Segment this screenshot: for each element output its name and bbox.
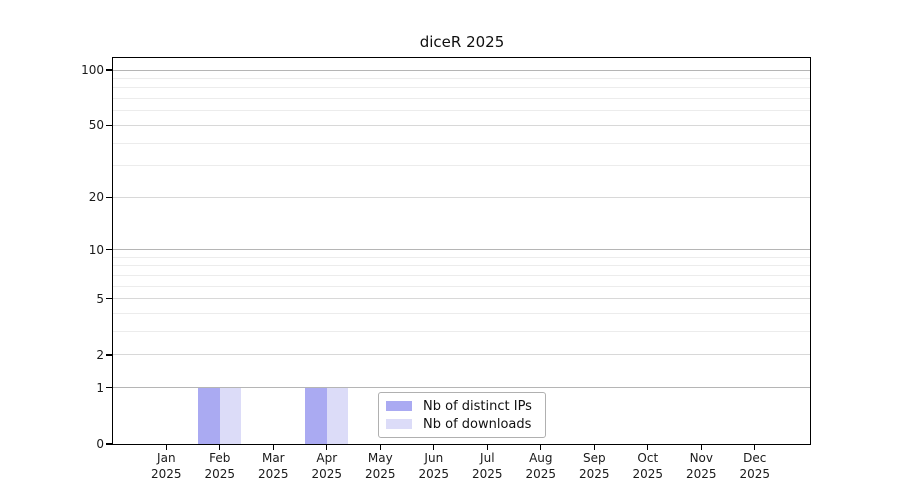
- gridline-minor-y-40: [113, 142, 811, 144]
- x-tick-label-oct: Oct 2025: [632, 451, 664, 481]
- x-tick-label-nov: Nov 2025: [686, 451, 717, 481]
- x-tick: [165, 444, 167, 450]
- gridline-minor-y-4: [113, 313, 811, 315]
- x-tick: [326, 444, 328, 450]
- y-tick: [106, 387, 113, 389]
- gridline-minor-y-80: [113, 87, 811, 89]
- legend-item: Nb of downloads: [386, 415, 537, 433]
- y-tick-label: 5: [96, 291, 104, 306]
- gridline-minor-y-90: [113, 77, 811, 79]
- legend-swatch-downloads-icon: [386, 419, 412, 429]
- gridline-y-5: [113, 298, 811, 300]
- legend-item: Nb of distinct IPs: [386, 397, 537, 415]
- x-tick-label-apr: Apr 2025: [311, 451, 343, 481]
- y-tick: [106, 69, 113, 71]
- gridline-minor-y-8: [113, 265, 811, 267]
- y-tick: [106, 443, 113, 445]
- gridline-y-10: [113, 249, 811, 251]
- gridline-minor-y-60: [113, 110, 811, 112]
- x-tick: [754, 444, 756, 450]
- gridline-minor-y-30: [113, 165, 811, 167]
- bar-nb-of-distinct-ips-apr: [305, 387, 327, 444]
- y-tick-label: 100: [81, 63, 104, 77]
- x-tick: [219, 444, 221, 450]
- legend-label-distinct-ips: Nb of distinct IPs: [423, 398, 532, 414]
- y-tick: [106, 298, 113, 300]
- x-tick-label-mar: Mar 2025: [258, 451, 289, 481]
- gridline-y-50: [113, 124, 811, 126]
- y-tick-label: 20: [88, 190, 104, 205]
- gridline-y-20: [113, 196, 811, 198]
- gridline-minor-y-70: [113, 98, 811, 100]
- x-tick: [379, 444, 381, 450]
- y-tick-label: 50: [88, 118, 104, 133]
- x-tick-label-sep: Sep 2025: [579, 451, 610, 481]
- y-tick: [106, 249, 113, 251]
- gridline-minor-y-9: [113, 256, 811, 258]
- x-tick: [486, 444, 488, 450]
- gridline-y-2: [113, 354, 811, 356]
- x-tick: [433, 444, 435, 450]
- y-tick: [106, 354, 113, 356]
- gridline-minor-y-6: [113, 285, 811, 287]
- chart-title: diceR 2025: [419, 33, 505, 51]
- gridline-minor-y-3: [113, 331, 811, 333]
- x-tick: [593, 444, 595, 450]
- legend-label-downloads: Nb of downloads: [423, 416, 532, 432]
- y-tick: [106, 124, 113, 126]
- gridline-y-1: [113, 387, 811, 389]
- x-tick: [700, 444, 702, 450]
- x-tick: [540, 444, 542, 450]
- bar-nb-of-downloads-apr: [326, 387, 349, 444]
- x-tick-label-jan: Jan 2025: [151, 451, 182, 481]
- gridline-minor-y-7: [113, 274, 811, 276]
- x-tick-label-dec: Dec 2025: [739, 451, 771, 481]
- x-tick: [647, 444, 649, 450]
- x-tick: [272, 444, 274, 450]
- y-tick-label: 1: [96, 380, 104, 395]
- y-tick-label: 10: [88, 242, 104, 257]
- y-tick-label: 2: [96, 347, 104, 362]
- bar-nb-of-distinct-ips-feb: [198, 387, 220, 444]
- x-tick-label-may: May 2025: [365, 451, 396, 481]
- y-tick: [106, 196, 113, 198]
- x-tick-label-jul: Jul 2025: [472, 451, 503, 481]
- legend-swatch-distinct-ips-icon: [386, 401, 412, 411]
- x-tick-label-jun: Jun 2025: [418, 451, 450, 481]
- x-tick-label-aug: Aug 2025: [525, 451, 557, 481]
- y-tick-label: 0: [96, 437, 104, 451]
- bar-nb-of-downloads-feb: [219, 387, 242, 444]
- x-tick-label-feb: Feb 2025: [204, 451, 236, 481]
- legend: Nb of distinct IPs Nb of downloads: [378, 392, 546, 438]
- gridline-y-100: [113, 69, 811, 71]
